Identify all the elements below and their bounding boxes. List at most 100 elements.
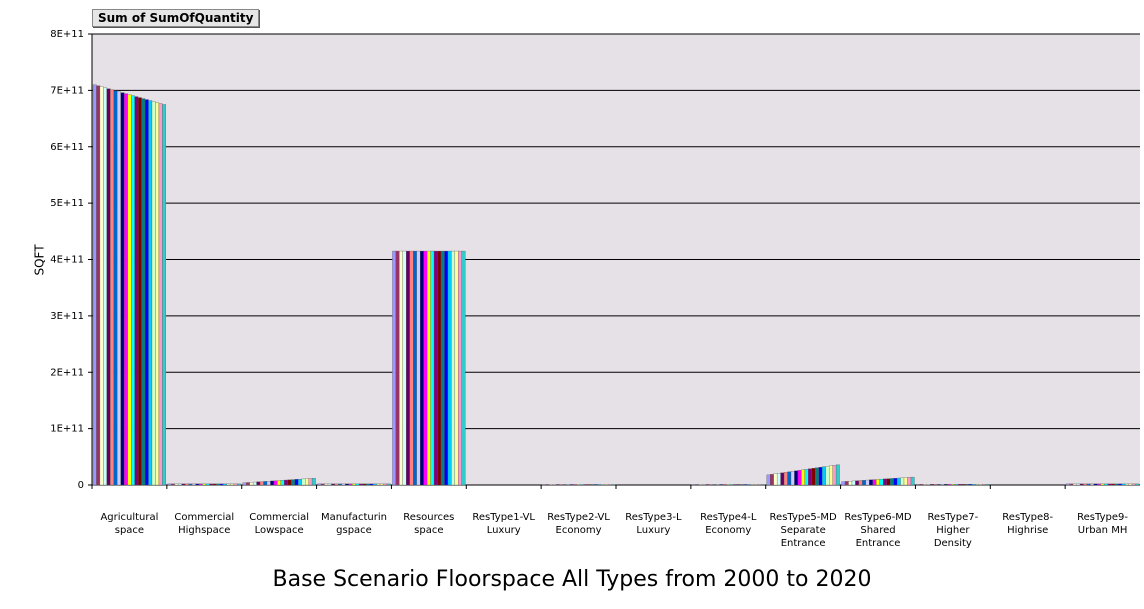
bar	[879, 478, 884, 486]
bar	[900, 477, 905, 486]
bar	[964, 484, 969, 486]
bar	[985, 484, 990, 486]
bar	[604, 484, 609, 486]
bar	[1069, 483, 1074, 486]
bar	[770, 474, 774, 486]
bar	[131, 95, 135, 486]
x-tick-label: Agricultural space	[100, 512, 159, 536]
bar	[134, 96, 139, 486]
bar	[1118, 483, 1122, 486]
bar	[552, 484, 557, 486]
bar	[379, 483, 384, 486]
bar	[1124, 483, 1129, 486]
bar	[978, 484, 983, 486]
x-tick-label: ResType8-Highrise	[1002, 512, 1054, 536]
bar	[185, 483, 189, 486]
bar	[1065, 483, 1070, 486]
bar	[252, 481, 257, 486]
bar	[458, 250, 462, 486]
bar	[212, 483, 217, 486]
bar	[308, 478, 313, 486]
y-tick-label: 8E+11	[50, 29, 84, 40]
bar	[1090, 483, 1095, 486]
bar	[1076, 483, 1081, 486]
bar	[331, 483, 336, 486]
bar	[950, 484, 955, 486]
bar	[740, 484, 745, 486]
bar	[715, 484, 720, 486]
bar	[216, 483, 221, 486]
bar	[148, 100, 153, 486]
bar	[947, 484, 952, 486]
bar	[797, 470, 802, 486]
bar	[1114, 483, 1119, 486]
bar	[263, 481, 268, 486]
bar	[743, 484, 748, 486]
bar	[426, 250, 431, 486]
bar	[355, 483, 360, 486]
bar	[975, 484, 980, 486]
bar	[113, 90, 118, 486]
bar	[110, 89, 114, 486]
bar	[757, 484, 762, 486]
bar	[1107, 483, 1112, 486]
bar	[237, 483, 241, 486]
bar	[383, 483, 388, 486]
bar	[301, 478, 306, 486]
bar	[103, 87, 108, 486]
bar	[750, 484, 755, 486]
x-tick-label: Commercial Highspace	[174, 512, 235, 536]
bar	[294, 479, 299, 486]
bar	[124, 93, 128, 486]
bar	[1086, 483, 1091, 486]
bar	[818, 467, 823, 486]
x-tick-label: ResType2-VL Economy	[547, 512, 610, 536]
bar	[940, 484, 945, 486]
bar	[883, 478, 887, 486]
bar	[957, 484, 962, 486]
x-tick-label: ResType5-MD Separate Entrance	[769, 512, 837, 549]
bar	[117, 91, 121, 486]
bar	[369, 483, 374, 486]
bar	[1128, 483, 1133, 486]
bar	[562, 484, 567, 486]
bar	[198, 483, 203, 486]
bar	[284, 479, 288, 486]
bar	[392, 250, 397, 486]
bar	[573, 484, 577, 486]
bar	[454, 250, 459, 486]
x-tick-label: ResType7-Higher Density	[927, 512, 979, 549]
bar	[188, 483, 193, 486]
bar	[395, 250, 400, 486]
bar	[858, 480, 863, 486]
bar	[256, 481, 261, 486]
bar	[167, 483, 172, 486]
bar	[246, 482, 250, 486]
field-button[interactable]: Sum of SumOfQuantity	[92, 9, 260, 27]
bar	[317, 483, 322, 486]
bar	[277, 480, 282, 486]
bar	[726, 484, 731, 486]
bar	[141, 98, 146, 486]
bar	[181, 483, 186, 486]
bar	[886, 478, 891, 486]
bar	[144, 99, 149, 486]
x-tick-label: ResType4-L Economy	[700, 512, 757, 536]
bar	[106, 88, 111, 486]
bar	[766, 474, 771, 486]
bar	[174, 483, 179, 486]
bar	[695, 484, 699, 486]
bar	[841, 481, 846, 486]
bar	[832, 465, 837, 486]
bar	[855, 480, 860, 486]
bar	[844, 481, 849, 486]
bar	[712, 484, 717, 486]
bar	[783, 472, 788, 486]
bar	[545, 484, 550, 486]
bar	[1079, 483, 1084, 486]
y-tick-label: 0	[78, 480, 84, 491]
bar	[209, 483, 214, 486]
chart-title: Base Scenario Floorspace All Types from …	[272, 567, 872, 592]
bar	[835, 464, 840, 486]
bar	[1100, 483, 1105, 486]
